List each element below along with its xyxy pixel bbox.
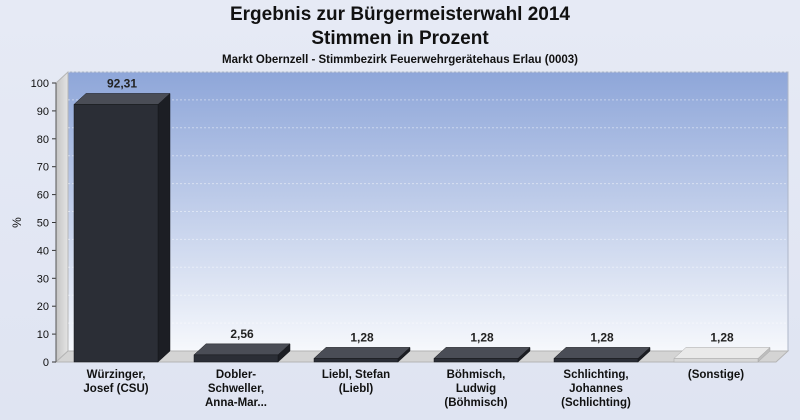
x-tick-label-line: Würzinger, [87, 369, 146, 381]
bar [313, 358, 399, 363]
y-tick-label: 50 [37, 218, 49, 230]
x-tick-label-line: Schweller, [208, 383, 264, 395]
y-tick-label: 100 [31, 78, 49, 90]
data-label: 1,28 [710, 330, 734, 344]
y-tick-label: 60 [37, 190, 49, 202]
data-label: 1,28 [590, 330, 614, 344]
x-tick-label-line: Schlichting, [563, 369, 628, 381]
bar-top [433, 347, 531, 359]
bar-top [553, 347, 651, 359]
bar-side [157, 92, 171, 363]
x-tick-label: Schlichting, Johannes (Schlichting) [561, 369, 631, 409]
y-tick-label: 30 [37, 273, 49, 285]
data-label: 2,56 [230, 327, 254, 341]
data-label: 1,28 [470, 330, 494, 344]
y-tick-label: 10 [37, 329, 49, 341]
x-tick-label: Liebl, Stefan (Liebl) [322, 369, 390, 395]
x-tick-label-line: (Sonstige) [688, 369, 744, 381]
bar [553, 358, 639, 363]
chart-title-line2: Stimmen in Prozent [311, 28, 489, 49]
bar [193, 354, 279, 363]
x-tick-label-line: Dobler- [216, 369, 256, 381]
y-tick-label: 40 [37, 245, 49, 257]
chart-subtitle: Markt Obernzell - Stimmbezirk Feuerwehrg… [222, 54, 578, 66]
bar [673, 358, 759, 363]
y-tick-label: 80 [37, 134, 49, 146]
x-tick-label: (Sonstige) [688, 369, 744, 381]
bar-top [193, 343, 291, 356]
bar-top [313, 347, 411, 359]
x-tick-label: Dobler- Schweller, Anna-Mar... [205, 369, 267, 409]
y-tick-label: 0 [43, 357, 49, 369]
x-tick-label-line: Liebl, Stefan [322, 369, 390, 381]
data-label: 92,31 [107, 76, 137, 90]
x-tick-label-line: (Böhmisch) [444, 397, 507, 409]
bar [433, 358, 519, 363]
y-tick-label: 70 [37, 162, 49, 174]
y-tick-label: 90 [37, 106, 49, 118]
bar-top [73, 93, 171, 105]
x-tick-label-line: Anna-Mar... [205, 397, 267, 409]
x-tick-label: Würzinger, Josef (CSU) [83, 369, 148, 395]
x-tick-label-line: (Liebl) [339, 383, 374, 395]
x-tick-label: Böhmisch, Ludwig (Böhmisch) [444, 369, 507, 409]
data-label: 1,28 [350, 330, 374, 344]
chart-title: Ergebnis zur Bürgermeisterwahl 2014 [229, 4, 570, 25]
x-tick-label-line: Josef (CSU) [83, 383, 148, 395]
plot-side-wall [55, 70, 69, 364]
y-tick-label: 20 [37, 301, 49, 313]
plot-back-wall [67, 71, 789, 352]
y-axis-label: % [10, 217, 24, 228]
x-tick-label-line: Böhmisch, [447, 369, 506, 381]
x-tick-label-line: (Schlichting) [561, 397, 631, 409]
x-tick-label-line: Ludwig [456, 383, 496, 395]
x-tick-label-line: Johannes [569, 383, 623, 395]
bar [73, 104, 159, 363]
bar-top [673, 347, 771, 359]
